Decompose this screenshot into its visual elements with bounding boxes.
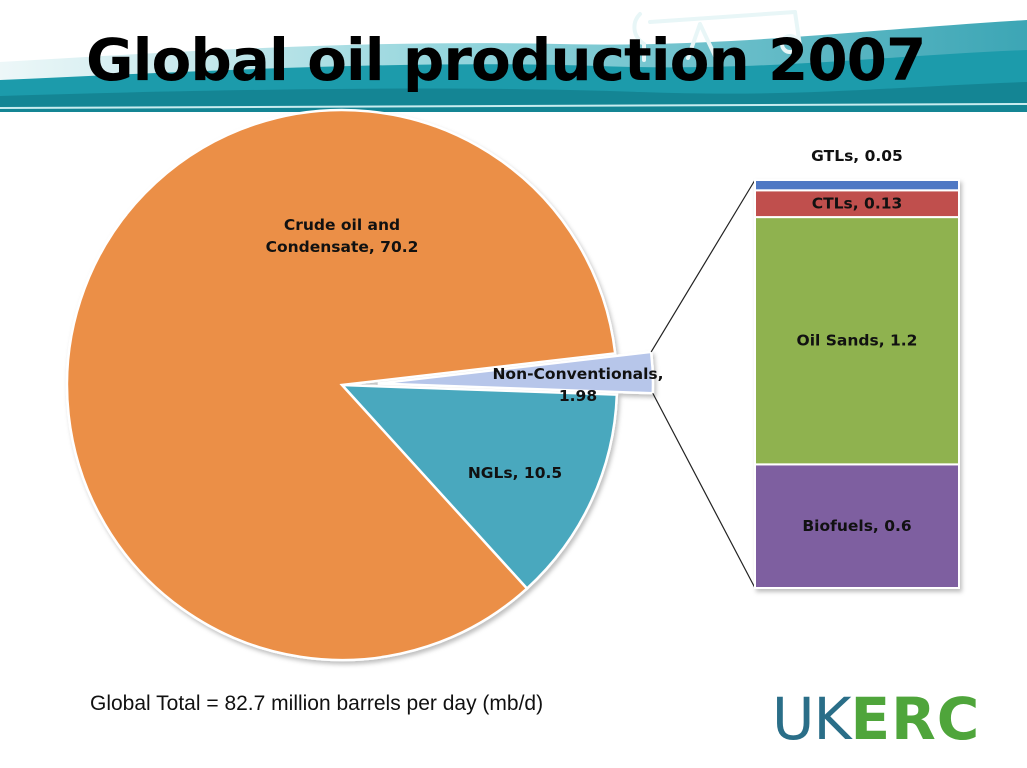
bar-segment-oil-sands xyxy=(754,216,960,466)
pumpjack-icon xyxy=(632,10,802,62)
bar-label-gtls: GTLs, 0.05 xyxy=(811,147,903,165)
pie-chart xyxy=(65,108,655,662)
page-title: Global oil production 2007 xyxy=(86,26,926,94)
logo-part-uk: UK xyxy=(772,685,851,753)
bar-segment-gtls xyxy=(754,179,960,192)
pie-label-ngls: NGLs, 10.5 xyxy=(468,464,562,482)
bar-label-oil-sands: Oil Sands, 1.2 xyxy=(797,332,918,350)
header-banner xyxy=(0,10,1027,112)
stacked-bar xyxy=(754,179,960,590)
explode-connectors xyxy=(650,179,756,589)
pie-label-non-conventionals: Non-Conventionals, 1.98 xyxy=(492,365,663,405)
pie-slice-non-conventionals xyxy=(377,350,655,395)
chart-labels: Crude oil and Condensate, 70.2 NGLs, 10.5 N… xyxy=(266,147,918,535)
pie-slice-ngls xyxy=(339,383,619,591)
logo-part-erc: ERC xyxy=(850,685,981,753)
ukerc-logo: UKERC xyxy=(772,690,980,748)
connector-line-top xyxy=(650,179,756,353)
bar-label-ctls: CTLs, 0.13 xyxy=(812,195,903,213)
pie-label-crude-oil-and-condensate: Crude oil and Condensate, 70.2 xyxy=(266,216,419,256)
pie-slice-crude-oil-and-condensate xyxy=(65,108,617,662)
bar-segment-biofuels xyxy=(754,463,960,590)
bar-segment-ctls xyxy=(754,189,960,219)
connector-line-bottom xyxy=(652,392,756,589)
bar-label-biofuels: Biofuels, 0.6 xyxy=(802,517,911,535)
global-total-note: Global Total = 82.7 million barrels per … xyxy=(90,692,544,715)
